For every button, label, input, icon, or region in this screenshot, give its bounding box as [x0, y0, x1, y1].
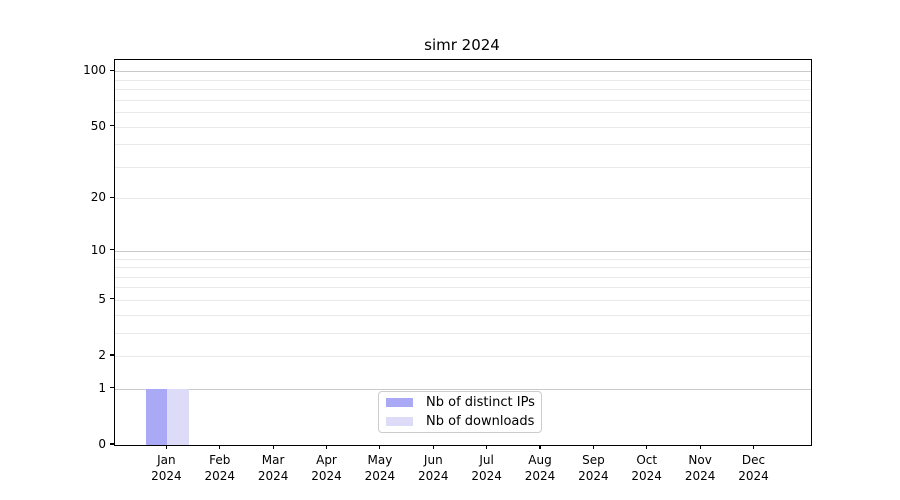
x-tick-label-sep: Sep 2024 [578, 453, 609, 483]
gridline-minor-8 [115, 267, 811, 268]
chart-title: simr 2024 [424, 36, 500, 54]
x-tick-feb [219, 445, 221, 450]
x-tick-nov [699, 445, 701, 450]
y-tick-100 [110, 69, 114, 71]
legend-label-downloads: Nb of downloads [426, 413, 535, 429]
x-tick-label-jun: Jun 2024 [418, 453, 449, 483]
legend: Nb of distinct IPs Nb of downloads [378, 391, 542, 433]
x-tick-label-may: May 2024 [364, 453, 396, 483]
gridline-major-10 [115, 250, 811, 252]
x-tick-label-jul: Jul 2024 [471, 453, 502, 483]
bar-nb-of-downloads-jan [167, 388, 189, 445]
bar-nb-of-distinct-ips-jan [145, 388, 168, 445]
x-tick-jul [486, 445, 488, 450]
y-tick-20 [110, 196, 114, 198]
y-tick-5 [110, 298, 114, 300]
gridline-minor-4 [115, 314, 811, 316]
y-tick-10 [110, 249, 114, 251]
x-tick-label-apr: Apr 2024 [311, 453, 342, 483]
gridline-major-1 [115, 388, 811, 390]
gridline-minor-50 [115, 126, 811, 128]
x-tick-label-nov: Nov 2024 [684, 453, 716, 483]
y-tick-label-10: 10 [90, 242, 106, 257]
gridline-minor-5 [115, 299, 811, 301]
y-tick-label-5: 5 [98, 291, 106, 306]
x-tick-dec [752, 445, 755, 450]
x-tick-label-feb: Feb 2024 [204, 453, 236, 483]
gridline-minor-40 [115, 144, 811, 146]
x-tick-oct [646, 445, 648, 450]
gridline-minor-80 [115, 89, 811, 91]
x-tick-label-aug: Aug 2024 [524, 453, 556, 483]
x-tick-apr [325, 445, 328, 450]
x-tick-label-jan: Jan 2024 [151, 453, 182, 483]
y-tick-label-20: 20 [90, 190, 106, 205]
y-tick-label-0: 0 [98, 437, 106, 451]
plot-area [114, 59, 812, 446]
x-tick-may [379, 445, 381, 450]
legend-item-distinct-ips: Nb of distinct IPs [386, 394, 541, 410]
legend-swatch-distinct-ips [386, 397, 413, 408]
x-tick-label-dec: Dec 2024 [738, 453, 769, 483]
y-tick-label-2: 2 [98, 348, 106, 362]
y-tick-label-50: 50 [90, 118, 106, 133]
gridline-minor-60 [115, 112, 811, 114]
x-tick-label-oct: Oct 2024 [631, 453, 662, 483]
y-tick-50 [110, 125, 114, 127]
x-tick-mar [272, 445, 274, 450]
y-tick-label-1: 1 [98, 380, 106, 395]
x-tick-label-mar: Mar 2024 [257, 453, 289, 483]
legend-item-downloads: Nb of downloads [386, 413, 541, 429]
x-tick-jun [432, 445, 434, 450]
x-tick-sep [592, 445, 594, 450]
gridline-minor-90 [115, 79, 811, 81]
gridline-minor-3 [115, 332, 811, 334]
gridline-minor-9 [115, 258, 811, 260]
gridline-minor-20 [115, 198, 811, 200]
y-tick-label-100: 100 [83, 63, 106, 78]
gridline-major-100 [115, 71, 811, 73]
gridline-minor-30 [115, 166, 811, 168]
y-tick-0 [110, 443, 114, 445]
x-tick-aug [539, 445, 541, 450]
legend-label-distinct-ips: Nb of distinct IPs [426, 394, 535, 410]
legend-swatch-downloads [386, 416, 413, 427]
x-tick-jan [165, 445, 167, 450]
gridline-minor-70 [115, 99, 811, 101]
y-tick-2 [110, 354, 114, 356]
gridline-minor-6 [115, 287, 811, 289]
gridline-minor-7 [115, 276, 811, 278]
gridline-minor-2 [115, 356, 811, 357]
y-tick-1 [110, 387, 114, 389]
